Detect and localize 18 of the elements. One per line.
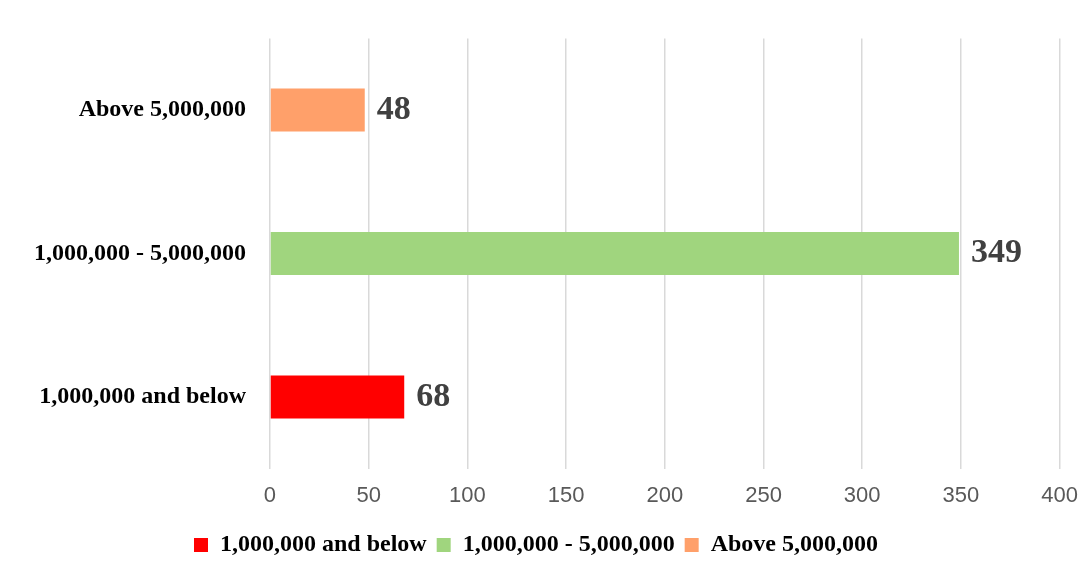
x-tick-label: 400	[1041, 481, 1079, 507]
x-tick-label: 150	[547, 481, 585, 507]
x-tick-label: 200	[646, 481, 684, 507]
x-tick-label: 0	[263, 481, 277, 507]
data-label: 68	[416, 375, 451, 413]
y-tick-label: 1,000,000 - 5,000,000	[33, 238, 246, 265]
x-tick-label: 250	[745, 481, 782, 507]
legend-label: 1,000,000 and below	[219, 530, 428, 557]
x-tick-label: 100	[449, 481, 486, 507]
legend-label: 1,000,000 - 5,000,000	[462, 530, 675, 557]
x-tick-label: 350	[942, 481, 980, 507]
data-label: 349	[970, 232, 1022, 270]
x-tick-label: 50	[356, 481, 381, 507]
y-tick-label: 1,000,000 and below	[39, 382, 247, 409]
x-tick-label: 300	[843, 481, 881, 507]
legend-label: Above 5,000,000	[710, 530, 879, 557]
data-label: 48	[376, 88, 411, 126]
y-tick-label: Above 5,000,000	[78, 95, 246, 122]
